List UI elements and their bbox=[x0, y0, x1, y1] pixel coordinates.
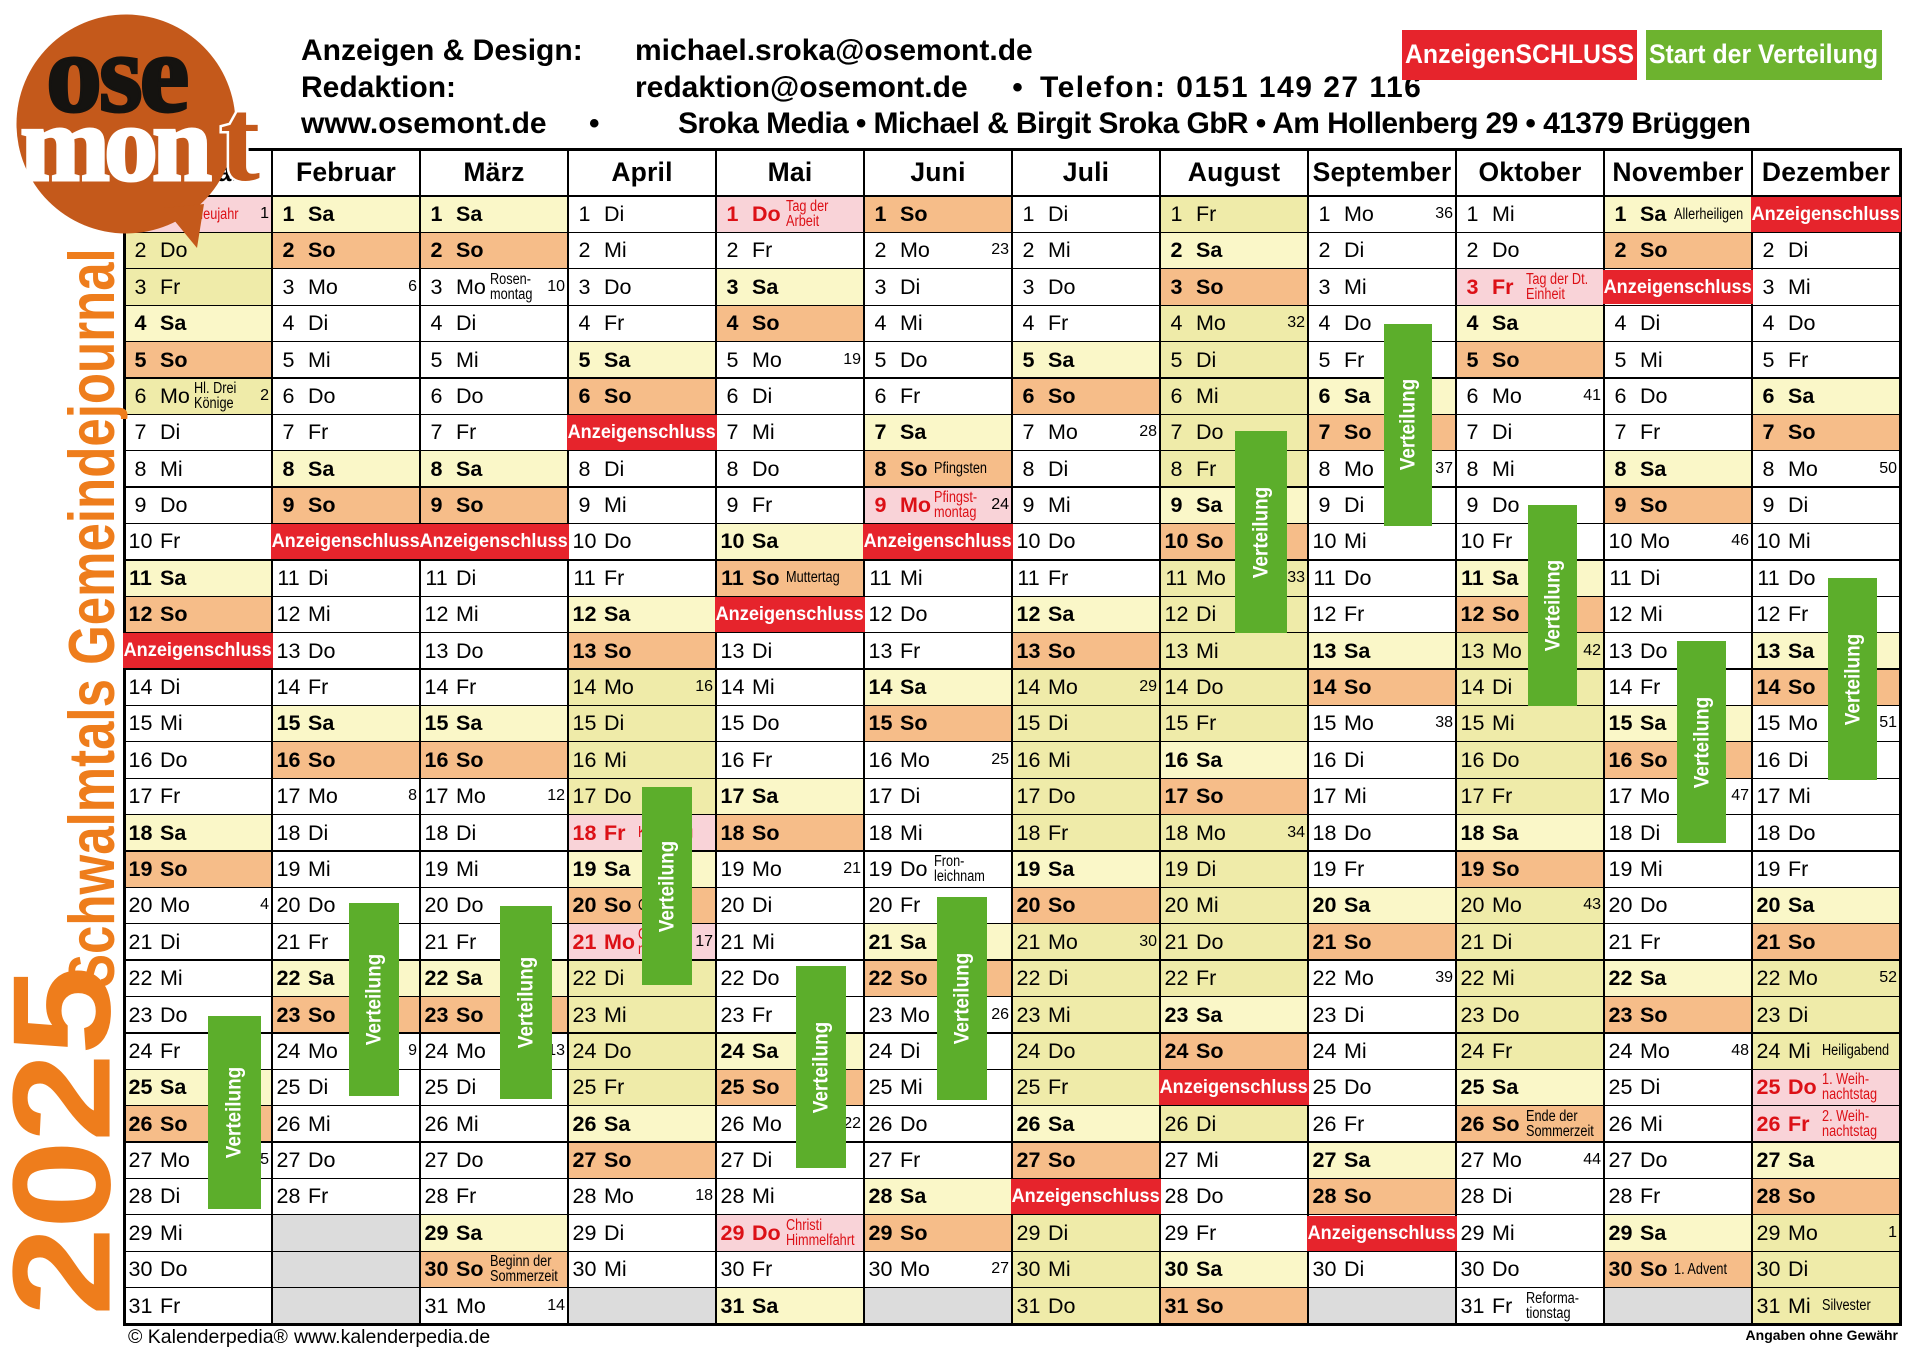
svg-text:mon: mon bbox=[20, 85, 211, 204]
svg-text:t: t bbox=[220, 73, 260, 206]
svg-text:ose: ose bbox=[46, 12, 187, 136]
